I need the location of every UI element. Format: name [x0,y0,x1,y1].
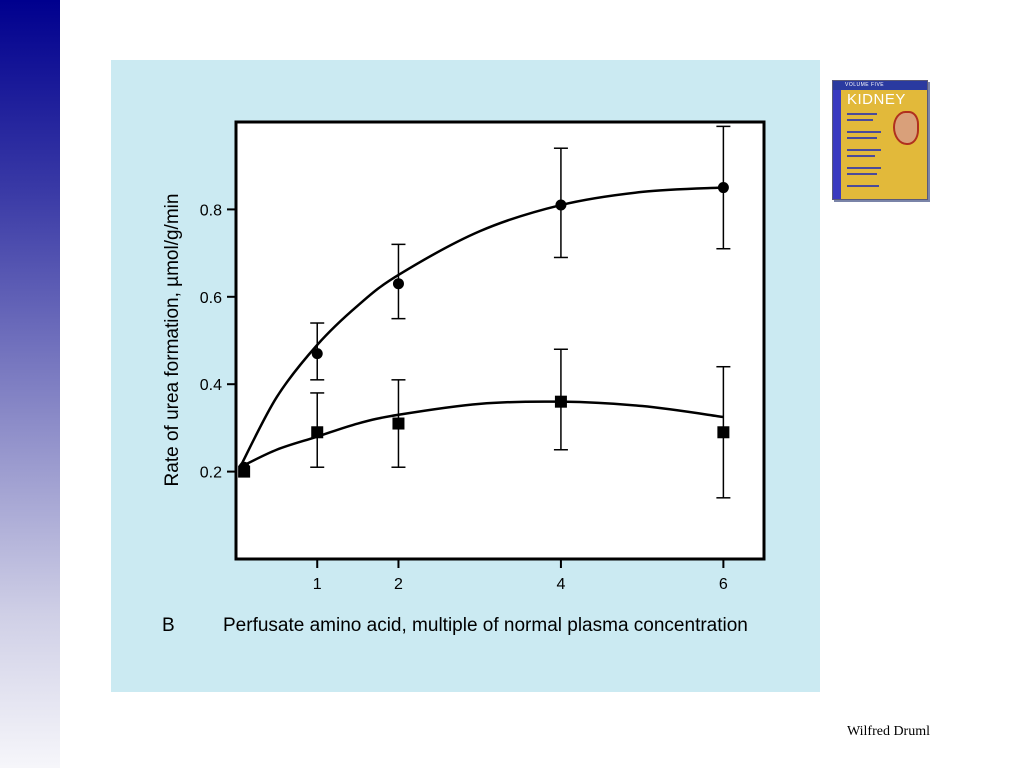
data-point-square [717,426,730,439]
x-tick-label: 1 [313,576,322,593]
fit-curve-series-1 [238,186,724,468]
book-text-line [847,185,879,187]
panel-label: B [162,615,175,636]
book-text-line [847,155,875,157]
data-point-circle [717,182,729,194]
author-credit: Wilfred Druml [846,724,930,739]
y-axis-ticks: 0.2 0.4 0.6 0.8 [200,202,236,482]
fit-curve-series-2 [239,400,724,469]
data-point-square [311,426,324,439]
data-point-square [554,395,567,408]
book-text-line [847,149,881,151]
y-axis-title: Rate of urea formation, µmol/g/min [162,194,183,487]
book-title: KIDNEY [847,91,906,108]
x-axis-ticks: 1 2 4 6 [313,559,728,593]
x-tick-label: 2 [394,576,403,593]
x-tick-label: 4 [556,576,565,593]
book-cover-image: VOLUME FIVE KIDNEY [832,80,928,200]
data-markers [238,182,730,478]
book-text-line [847,173,877,175]
y-tick-label: 0.4 [200,377,222,394]
book-band-text: VOLUME FIVE [845,82,885,88]
data-point-circle [392,278,404,290]
book-text-line [847,167,881,169]
chart: 1 2 4 6 0.2 0.4 0.6 0.8 Rate of urea formation… [162,120,766,636]
book-text-line [847,113,877,115]
book-text-line [847,119,873,121]
book-text-line [847,131,881,133]
data-point-circle [311,348,323,360]
x-axis-title: Perfusate amino acid, multiple of normal… [223,615,748,636]
book-band: VOLUME FIVE [833,81,927,90]
plot-area [234,120,766,561]
y-tick-label: 0.8 [200,202,222,219]
kidney-illustration [893,111,919,145]
data-point-square [238,465,251,478]
book-text-line [847,137,877,139]
book-spine [833,90,841,199]
y-tick-label: 0.6 [200,290,222,307]
data-point-square [392,417,405,430]
sidebar-gradient [0,0,60,768]
data-point-circle [555,199,567,211]
y-tick-label: 0.2 [200,465,222,482]
x-tick-label: 6 [719,576,728,593]
figure-panel: 1 2 4 6 0.2 0.4 0.6 0.8 Rate of urea formation… [111,60,820,692]
fit-curves [238,186,724,469]
